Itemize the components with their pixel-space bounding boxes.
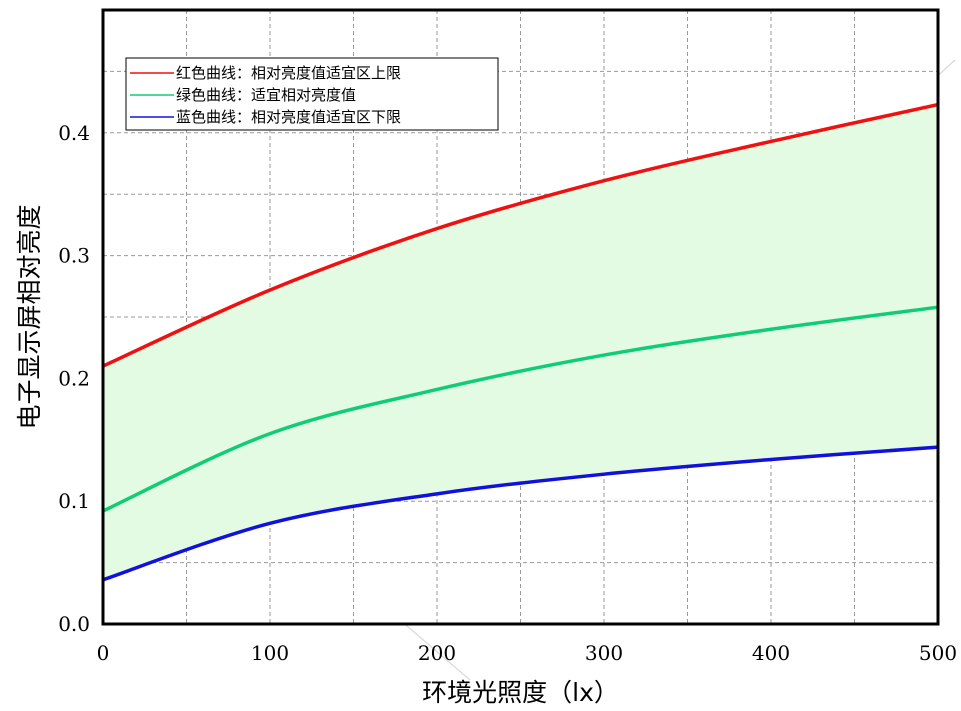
x-tick-label: 0 xyxy=(97,641,110,665)
x-tick-label: 100 xyxy=(251,641,289,665)
legend: 红色曲线：相对亮度值适宜区上限绿色曲线：适宜相对亮度值蓝色曲线：相对亮度值适宜区… xyxy=(125,57,499,131)
legend-label: 蓝色曲线：相对亮度值适宜区下限 xyxy=(176,108,401,126)
suitable-range-area xyxy=(103,104,938,580)
upper-limit-line xyxy=(102,102,939,368)
x-tick-label: 200 xyxy=(418,641,456,665)
y-axis-title: 电子显示屏相对亮度 xyxy=(15,204,44,429)
y-tick-label: 0.4 xyxy=(58,121,90,145)
y-tick-label: 0.1 xyxy=(58,489,90,513)
x-tick-label: 300 xyxy=(585,641,623,665)
legend-label: 红色曲线：相对亮度值适宜区上限 xyxy=(176,64,401,82)
suitable-range-fill xyxy=(103,104,938,580)
series-lines xyxy=(102,102,939,582)
y-tick-label: 0.0 xyxy=(58,612,90,636)
y-tick-label: 0.2 xyxy=(58,366,90,390)
suitable-value-line xyxy=(102,305,939,513)
y-tick-labels: 0.0 0.1 0.2 0.3 0.4 xyxy=(58,121,90,636)
plot-frame xyxy=(101,8,940,626)
x-tick-label: 400 xyxy=(752,641,790,665)
lower-limit-line xyxy=(102,445,939,582)
plot-border xyxy=(101,8,940,626)
x-tick-labels: 0 100 200 300 400 500 xyxy=(97,641,957,665)
legend-label: 绿色曲线：适宜相对亮度值 xyxy=(176,86,356,104)
x-tick-label: 500 xyxy=(919,641,957,665)
y-tick-label: 0.3 xyxy=(58,244,90,268)
legend-box xyxy=(125,57,499,131)
x-axis-title: 环境光照度（lx） xyxy=(422,678,619,707)
